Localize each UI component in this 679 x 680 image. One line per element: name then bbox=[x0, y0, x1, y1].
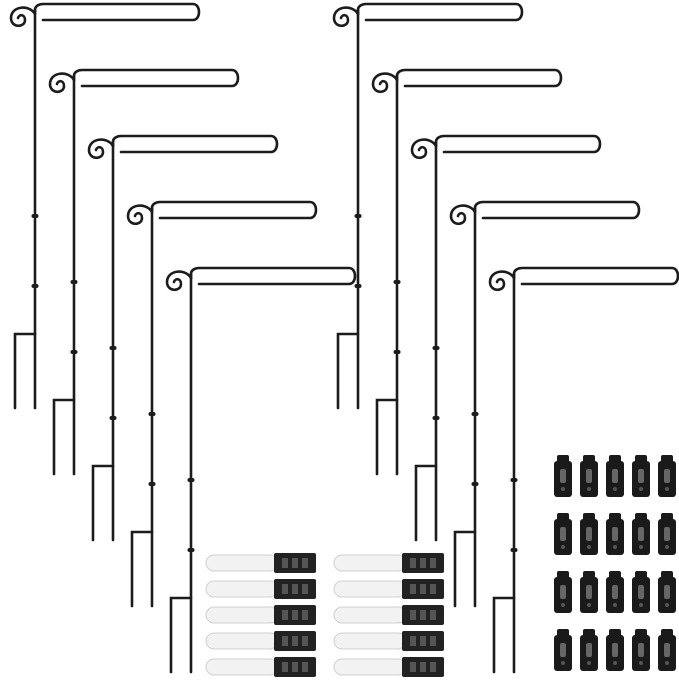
rubber-stopper bbox=[580, 513, 598, 555]
rubber-stopper bbox=[606, 629, 624, 671]
flag-stand bbox=[9, 2, 201, 410]
rubber-stopper bbox=[606, 571, 624, 613]
flag-stand bbox=[48, 68, 240, 476]
flag-stand bbox=[488, 266, 679, 674]
rubber-stopper bbox=[554, 513, 572, 555]
anti-wind-clip bbox=[205, 605, 316, 625]
rubber-stopper bbox=[632, 455, 650, 497]
flag-stand bbox=[371, 68, 563, 476]
rubber-stopper bbox=[554, 629, 572, 671]
anti-wind-clip bbox=[205, 657, 316, 677]
anti-wind-clip bbox=[333, 605, 444, 625]
rubber-stopper bbox=[632, 571, 650, 613]
rubber-stopper bbox=[580, 455, 598, 497]
rubber-stopper bbox=[606, 455, 624, 497]
anti-wind-clip bbox=[205, 553, 316, 573]
flag-stand bbox=[449, 200, 641, 608]
anti-wind-clip bbox=[333, 631, 444, 651]
rubber-stopper bbox=[658, 629, 676, 671]
rubber-stopper bbox=[658, 571, 676, 613]
flag-stand bbox=[126, 200, 318, 608]
rubber-stopper bbox=[632, 513, 650, 555]
anti-wind-clip bbox=[333, 657, 444, 677]
flag-stand bbox=[165, 266, 357, 674]
flag-stand bbox=[410, 134, 602, 542]
rubber-stopper bbox=[632, 629, 650, 671]
rubber-stopper bbox=[580, 571, 598, 613]
rubber-stopper bbox=[580, 629, 598, 671]
flag-stand bbox=[87, 134, 279, 542]
anti-wind-clip bbox=[333, 553, 444, 573]
flag-stand bbox=[332, 2, 524, 410]
rubber-stopper bbox=[606, 513, 624, 555]
anti-wind-clip bbox=[333, 579, 444, 599]
anti-wind-clip bbox=[205, 631, 316, 651]
rubber-stopper bbox=[658, 455, 676, 497]
rubber-stopper bbox=[658, 513, 676, 555]
rubber-stopper bbox=[554, 571, 572, 613]
anti-wind-clip bbox=[205, 579, 316, 599]
rubber-stopper bbox=[554, 455, 572, 497]
